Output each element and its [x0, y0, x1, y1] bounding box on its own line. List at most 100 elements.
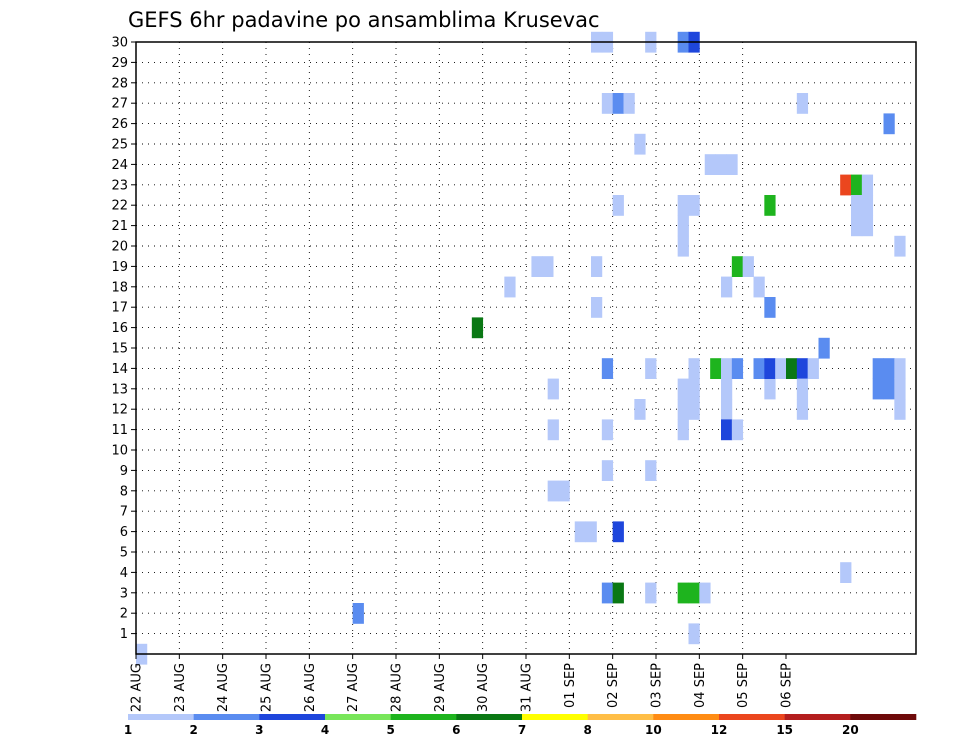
- grid-lines: [136, 42, 916, 654]
- colorbar-swatch: [128, 714, 194, 720]
- y-tick-label: 21: [111, 219, 128, 234]
- heatmap-cell: [634, 399, 646, 420]
- x-tick-label: 26 AUG: [303, 663, 318, 712]
- heatmap-cell: [883, 358, 895, 379]
- y-tick-label: 1: [120, 627, 128, 642]
- colorbar-swatch: [259, 714, 326, 720]
- heatmap-cell: [775, 358, 787, 379]
- colorbar-swatch: [325, 714, 391, 720]
- colorbar-label: 20: [842, 723, 859, 737]
- heatmap-cell: [818, 337, 830, 359]
- x-tick-label: 02 SEP: [606, 663, 621, 708]
- heatmap-cell: [677, 419, 689, 441]
- heatmap-cell: [623, 93, 635, 114]
- colorbar-label: 10: [645, 723, 662, 737]
- heatmap-cell: [677, 235, 689, 257]
- heatmap-cell: [688, 582, 700, 604]
- heatmap-cell: [796, 93, 809, 114]
- heatmap-cell: [721, 378, 733, 400]
- y-tick-label: 18: [111, 280, 128, 295]
- heatmap-cell: [612, 93, 624, 114]
- y-tick-label: 24: [111, 158, 128, 173]
- heatmap-cell: [851, 195, 863, 216]
- heatmap-cell: [688, 399, 700, 420]
- heatmap-cell: [677, 399, 689, 420]
- x-tick-label: 23 AUG: [173, 663, 188, 712]
- colorbar-swatch: [522, 714, 588, 720]
- colorbar-swatch: [850, 714, 917, 720]
- heatmap-cell: [840, 174, 852, 196]
- heatmap-cell: [612, 195, 624, 216]
- heatmap-cell: [547, 378, 559, 400]
- colorbar-label: 2: [189, 723, 197, 737]
- heatmap-cell: [894, 235, 906, 257]
- heatmap-cell: [796, 378, 809, 400]
- x-tick-label: 03 SEP: [650, 663, 665, 708]
- heatmap-cell: [894, 378, 906, 400]
- y-tick-label: 6: [120, 525, 128, 540]
- heatmap-cell: [531, 256, 543, 277]
- y-tick-label: 8: [120, 484, 128, 499]
- heatmap-cell: [861, 215, 874, 237]
- x-tick-label: 22 AUG: [130, 663, 145, 712]
- heatmap-cell: [601, 419, 614, 441]
- heatmap-cell: [753, 276, 765, 298]
- y-tick-label: 4: [120, 566, 128, 581]
- heatmap-cell: [585, 521, 597, 543]
- heatmap-cell: [894, 399, 906, 420]
- heatmap-cell: [731, 419, 744, 441]
- heatmap-cell: [883, 378, 895, 400]
- heatmap-cell: [547, 419, 559, 441]
- heatmap-cell: [677, 582, 689, 604]
- heatmap-cell: [715, 154, 727, 175]
- heatmap-cell: [764, 378, 776, 400]
- heatmap-cell: [677, 378, 689, 400]
- heatmap-cell: [721, 399, 733, 420]
- x-tick-label: 28 AUG: [390, 663, 405, 712]
- colorbar: 1 2 3 4 5 6 7 8 10 12 15 20: [124, 714, 917, 737]
- colorbar-swatch: [587, 714, 654, 720]
- y-tick-label: 11: [111, 423, 128, 438]
- heatmap-cell: [547, 480, 559, 502]
- y-tick-label: 13: [111, 382, 128, 397]
- heatmap-cell: [883, 113, 895, 135]
- heatmap-cell: [851, 174, 863, 196]
- colorbar-swatch: [390, 714, 457, 720]
- heatmap-cell: [688, 195, 700, 216]
- colorbar-swatch: [456, 714, 523, 720]
- colorbar-label: 6: [452, 723, 460, 737]
- colorbar-swatch: [193, 714, 260, 720]
- heatmap-cell: [764, 297, 776, 318]
- heatmap-cell: [601, 358, 614, 379]
- x-tick-label: 06 SEP: [780, 663, 795, 708]
- heatmap-cell: [688, 358, 700, 379]
- heatmap-cell: [807, 358, 819, 379]
- y-tick-label: 3: [120, 586, 128, 601]
- heatmap-cell: [612, 582, 624, 604]
- heatmap-cell: [721, 419, 733, 441]
- chart-title: GEFS 6hr padavine po ansamblima Krusevac: [128, 8, 600, 32]
- colorbar-label: 8: [583, 723, 591, 737]
- x-tick-label: 01 SEP: [563, 663, 578, 708]
- y-axis: 1234567891011121314151617181920212223242…: [111, 36, 136, 642]
- heatmap-cell: [601, 460, 614, 481]
- heatmap-cell: [840, 562, 852, 583]
- heatmap-cell: [786, 358, 798, 379]
- heatmap-cell: [542, 256, 554, 277]
- y-tick-label: 2: [120, 607, 128, 622]
- heatmap-cell: [601, 582, 614, 604]
- heatmap-cell: [612, 521, 624, 543]
- y-tick-label: 12: [111, 403, 128, 418]
- heatmap-cell: [645, 460, 657, 481]
- heatmap-cell: [796, 358, 809, 379]
- y-tick-label: 14: [111, 362, 128, 377]
- y-tick-label: 26: [111, 117, 128, 132]
- y-tick-label: 9: [120, 464, 128, 479]
- y-tick-label: 27: [111, 97, 128, 112]
- heatmap-cell: [688, 378, 700, 400]
- heatmap-cell: [352, 603, 364, 624]
- colorbar-label: 7: [518, 723, 526, 737]
- colorbar-label: 3: [255, 723, 263, 737]
- heatmap-cell: [731, 256, 744, 277]
- heatmap-cell: [721, 358, 733, 379]
